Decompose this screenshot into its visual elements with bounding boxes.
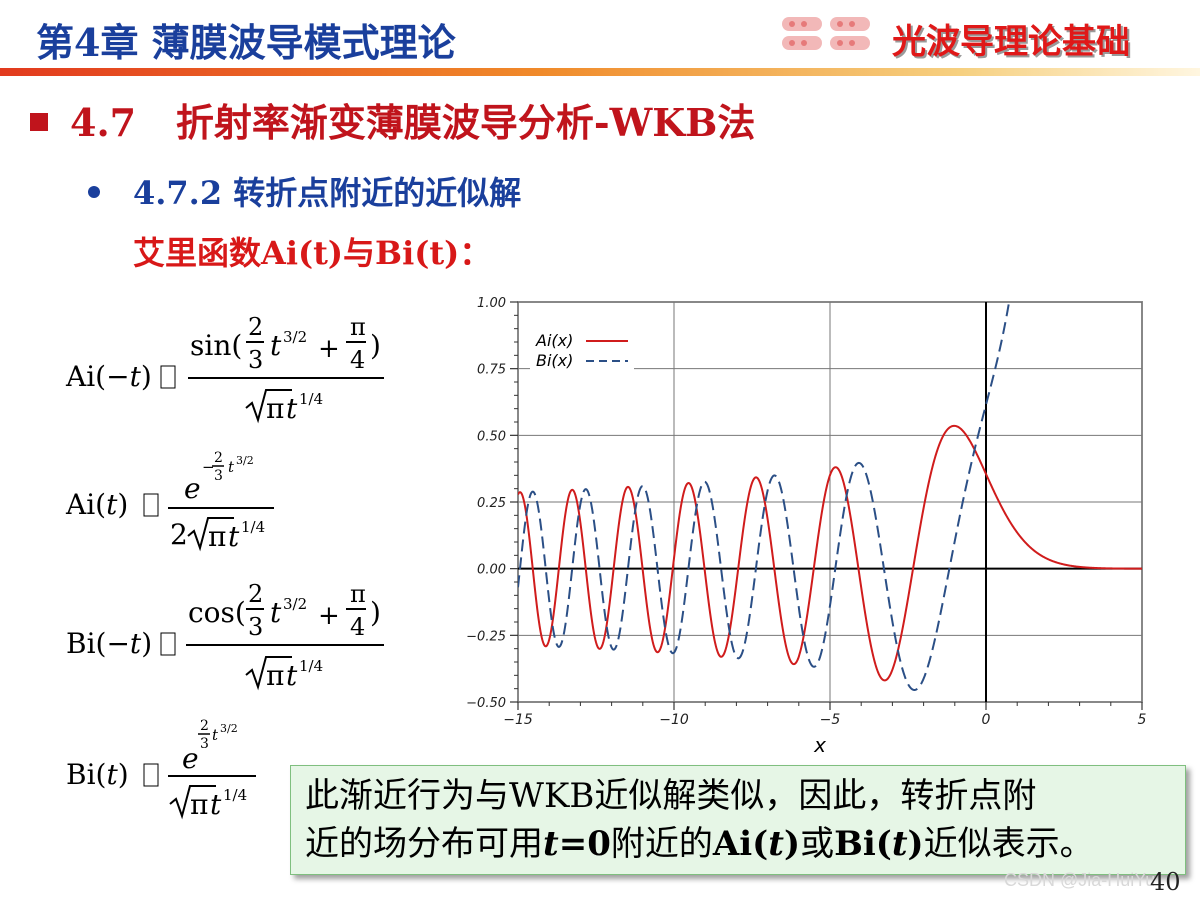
svg-text:): ) bbox=[370, 596, 381, 629]
legend-label-ai: Ai(x) bbox=[535, 331, 573, 350]
svg-text:1/4: 1/4 bbox=[299, 390, 323, 408]
y-tick-label: 0.75 bbox=[477, 363, 506, 378]
svg-text:π: π bbox=[190, 788, 208, 821]
svg-text:Bi(t): Bi(t) bbox=[66, 758, 129, 791]
course-title: 光波导理论基础 bbox=[892, 22, 1130, 62]
svg-text:π: π bbox=[266, 392, 284, 425]
x-axis-label: x bbox=[813, 733, 826, 757]
svg-text:3/2: 3/2 bbox=[283, 328, 307, 346]
svg-text:π: π bbox=[350, 580, 366, 608]
svg-text:π: π bbox=[208, 520, 226, 553]
section-heading: 4.7 折射率渐变薄膜波导分析-WKB法 bbox=[70, 92, 755, 147]
x-tick-label: −15 bbox=[503, 712, 533, 728]
svg-text:t: t bbox=[286, 659, 298, 692]
svg-text:Ai(t): Ai(t) bbox=[65, 488, 128, 521]
airy-asymptotic-formulas: Ai(−t) sin( 2 3 t 3/2 + π 4 ) π t 1/4 Ai… bbox=[65, 313, 384, 821]
svg-text:3: 3 bbox=[248, 346, 263, 374]
svg-text:e: e bbox=[184, 472, 201, 505]
svg-text:t: t bbox=[228, 458, 235, 476]
svg-text:t: t bbox=[228, 520, 240, 553]
svg-text:+: + bbox=[318, 601, 340, 631]
note-line-2: 近的场分布可用t=0附近的Ai(t)或Bi(t)近似表示。 bbox=[305, 824, 1094, 864]
header-divider bbox=[0, 68, 1200, 76]
airy-functions-intro: 艾里函数Ai(t)与Bi(t)： bbox=[133, 234, 492, 272]
series-line-bi bbox=[518, 302, 1011, 691]
svg-text:t: t bbox=[270, 329, 282, 362]
x-tick-label: 5 bbox=[1138, 712, 1147, 728]
section-title: 折射率渐变薄膜波导分析-WKB法 bbox=[175, 100, 756, 145]
series-line-ai bbox=[518, 424, 1142, 682]
svg-text:2: 2 bbox=[248, 580, 263, 608]
subsection-title: 转折点附近的近似解 bbox=[233, 174, 522, 212]
svg-text:−: − bbox=[202, 458, 215, 476]
square-bullet-icon bbox=[30, 113, 48, 131]
svg-text:1/4: 1/4 bbox=[299, 657, 323, 675]
y-tick-label: 0.50 bbox=[477, 429, 506, 444]
svg-text:t: t bbox=[270, 596, 282, 629]
y-tick-label: 1.00 bbox=[477, 296, 506, 311]
svg-text:2: 2 bbox=[170, 518, 188, 551]
svg-text:2: 2 bbox=[200, 718, 209, 734]
svg-text:3/2: 3/2 bbox=[283, 595, 307, 613]
formula-bi-positive: Bi(t) e 2 3 t 3/2 π t 1/4 bbox=[66, 718, 256, 821]
note-box: 此渐近行为与WKB近似解类似，因此，转折点附 近的场分布可用t=0附近的Ai(t… bbox=[290, 765, 1186, 875]
svg-text:2: 2 bbox=[248, 313, 263, 341]
svg-text:3: 3 bbox=[248, 613, 263, 641]
note-line-1: 此渐近行为与WKB近似解类似，因此，转折点附 bbox=[305, 776, 1037, 816]
svg-text:3: 3 bbox=[214, 468, 223, 484]
x-tick-label: −5 bbox=[820, 712, 841, 728]
svg-text:3/2: 3/2 bbox=[220, 722, 238, 735]
svg-text:t: t bbox=[286, 392, 298, 425]
legend-background bbox=[530, 328, 634, 372]
svg-text:1/4: 1/4 bbox=[241, 518, 265, 536]
svg-text:+: + bbox=[318, 334, 340, 364]
svg-text:e: e bbox=[182, 742, 199, 775]
svg-text:π: π bbox=[350, 313, 366, 341]
subsection-heading: 4.7.2 转折点附近的近似解 bbox=[133, 168, 521, 214]
svg-text:t: t bbox=[212, 726, 219, 744]
page-number: 40 bbox=[1150, 868, 1181, 896]
chart-series-group bbox=[518, 302, 1142, 691]
svg-text:1/4: 1/4 bbox=[223, 786, 247, 804]
chapter-title: 第4章 薄膜波导模式理论 bbox=[36, 20, 456, 65]
formula-ai-negative: Ai(−t) sin( 2 3 t 3/2 + π 4 ) π t 1/4 bbox=[65, 313, 384, 425]
svg-text:sin(: sin( bbox=[190, 329, 242, 362]
airy-functions-chart: −15 −10 −5 0 5 1.00 0.75 0.50 0.25 0.00 −0.25 −0.50… bbox=[466, 296, 1146, 757]
legend-label-bi: Bi(x) bbox=[536, 351, 573, 370]
svg-text:3/2: 3/2 bbox=[236, 454, 254, 467]
svg-text:2: 2 bbox=[214, 450, 223, 466]
svg-text:t: t bbox=[210, 788, 222, 821]
chart-legend: Ai(x) Bi(x) bbox=[530, 328, 634, 372]
x-tick-label: −10 bbox=[659, 712, 689, 728]
svg-text:): ) bbox=[370, 329, 381, 362]
svg-text:cos(: cos( bbox=[188, 596, 246, 629]
svg-text:Ai(−t): Ai(−t) bbox=[65, 360, 152, 393]
formula-bi-negative: Bi(−t) cos( 2 3 t 3/2 + π 4 ) π t 1/4 bbox=[66, 580, 384, 692]
watermark: CSDN @Jia-HuiYu bbox=[1004, 870, 1156, 890]
waveguide-logo-icon bbox=[782, 17, 870, 50]
section-number: 4.7 bbox=[70, 100, 137, 145]
svg-text:π: π bbox=[266, 659, 284, 692]
svg-text:Bi(−t): Bi(−t) bbox=[66, 627, 152, 660]
x-tick-label: 0 bbox=[982, 712, 991, 728]
svg-text:4: 4 bbox=[350, 613, 365, 641]
subsection-number: 4.7.2 bbox=[133, 174, 223, 212]
svg-text:4: 4 bbox=[350, 346, 365, 374]
y-tick-label: 0.25 bbox=[477, 496, 506, 511]
svg-text:3: 3 bbox=[200, 736, 209, 752]
formula-ai-positive: Ai(t) e − 2 3 t 3/2 2 π t 1/4 bbox=[65, 450, 274, 553]
y-tick-label: −0.25 bbox=[466, 629, 506, 644]
y-tick-label: −0.50 bbox=[466, 696, 506, 711]
y-tick-label: 0.00 bbox=[477, 563, 506, 578]
round-bullet-icon bbox=[88, 186, 100, 198]
chart-axes: −15 −10 −5 0 5 1.00 0.75 0.50 0.25 0.00 −0.25 −0.50 bbox=[466, 296, 1146, 728]
